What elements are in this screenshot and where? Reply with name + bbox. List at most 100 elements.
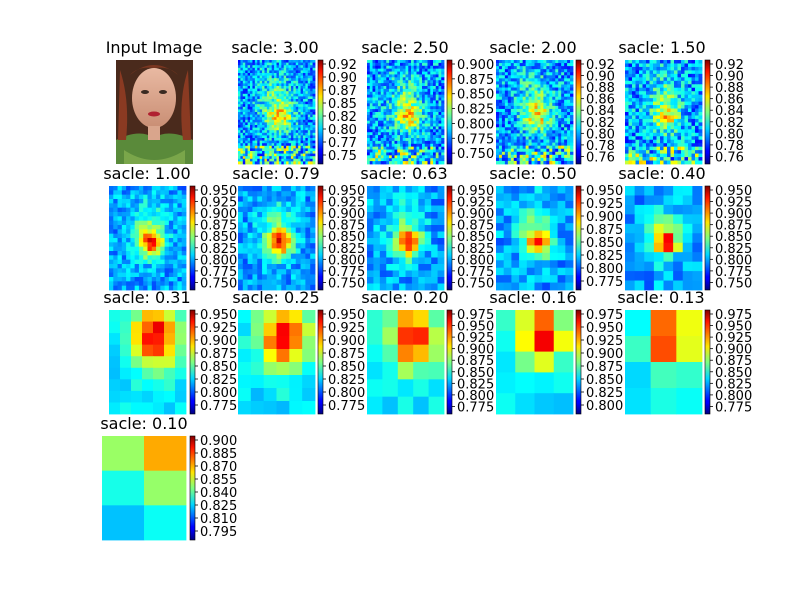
heatmap-cell bbox=[540, 124, 544, 128]
heatmap-cell bbox=[250, 119, 253, 123]
heatmap-cell bbox=[642, 112, 647, 116]
heatmap-cell bbox=[519, 215, 528, 224]
heatmap-cell bbox=[561, 72, 565, 76]
heatmap-cell bbox=[372, 143, 376, 148]
heatmap-cell bbox=[558, 157, 562, 162]
heatmap-cell bbox=[507, 90, 512, 95]
heatmap-cell bbox=[405, 80, 409, 84]
heatmap-cell bbox=[534, 200, 543, 209]
heatmap-cell bbox=[531, 87, 535, 91]
heatmap-cell bbox=[528, 60, 532, 64]
heatmap-cell bbox=[264, 127, 268, 131]
heatmap-cell bbox=[245, 112, 249, 115]
heatmap-cell bbox=[667, 108, 671, 113]
heatmap-cell bbox=[649, 132, 654, 137]
heatmap-cell bbox=[151, 255, 157, 261]
heatmap-cell bbox=[424, 161, 428, 165]
heatmap-cell bbox=[266, 243, 273, 249]
heatmap-cell bbox=[240, 145, 244, 149]
heatmap-cell bbox=[656, 153, 661, 158]
heatmap-cell bbox=[653, 115, 657, 120]
heatmap-cell bbox=[405, 257, 413, 265]
colorbar-tick-label: 0.800 bbox=[328, 253, 365, 268]
heatmap-cell bbox=[400, 60, 404, 64]
heatmap-cell bbox=[290, 96, 294, 100]
heatmap-cell bbox=[288, 151, 292, 154]
heatmap-cell bbox=[411, 140, 415, 145]
colorbar-tick-label: 0.750 bbox=[200, 276, 237, 291]
heatmap-cell bbox=[372, 62, 376, 67]
heatmap-cell bbox=[537, 118, 541, 122]
heatmap-cell bbox=[300, 88, 304, 92]
heatmap-cell bbox=[121, 199, 127, 204]
heatmap-cell bbox=[286, 101, 289, 105]
heatmap-cell bbox=[564, 63, 568, 67]
heatmap-cell bbox=[373, 192, 381, 200]
heatmap-cell bbox=[386, 132, 390, 136]
heatmap-cell bbox=[646, 139, 650, 144]
heatmap-cell bbox=[298, 153, 301, 157]
heatmap-cell bbox=[281, 161, 285, 165]
heatmap-cell bbox=[274, 114, 277, 118]
heatmap-cell bbox=[507, 145, 512, 150]
heatmap-cell bbox=[691, 157, 696, 161]
heatmap-cell bbox=[259, 145, 263, 149]
heatmap-cell bbox=[305, 258, 311, 265]
heatmap-cell bbox=[300, 138, 304, 141]
heatmap-cell bbox=[305, 151, 309, 154]
heatmap-cell bbox=[252, 114, 256, 118]
heatmap-cell bbox=[422, 135, 426, 139]
heatmap-cell bbox=[310, 151, 313, 154]
heatmap-cell bbox=[628, 108, 633, 113]
heatmap-cell bbox=[649, 129, 654, 134]
heatmap-cell bbox=[435, 74, 439, 78]
heatmap-cell bbox=[242, 138, 246, 141]
heatmap-cell bbox=[513, 148, 518, 153]
heatmap-cell bbox=[437, 212, 445, 219]
heatmap-cell bbox=[570, 60, 574, 64]
heatmap-cell bbox=[430, 71, 434, 75]
heatmap-cell bbox=[259, 88, 263, 92]
heatmap-cell bbox=[543, 108, 547, 113]
heatmap-cell bbox=[262, 248, 268, 254]
heatmap-cell bbox=[134, 225, 140, 230]
heatmap-cell bbox=[422, 126, 426, 130]
heatmap-cell bbox=[300, 70, 304, 74]
heatmap-cell bbox=[405, 205, 413, 213]
heatmap-cell bbox=[691, 125, 696, 130]
heatmap-cell bbox=[681, 150, 685, 154]
heatmap-cell bbox=[391, 152, 395, 156]
heatmap-cell bbox=[383, 112, 387, 116]
heatmap-cell bbox=[305, 117, 309, 121]
heatmap-cell bbox=[540, 81, 544, 85]
heatmap-cell bbox=[378, 155, 382, 159]
heatmap-cell bbox=[649, 63, 654, 68]
heatmap-cell bbox=[369, 109, 373, 113]
heatmap-cell bbox=[160, 251, 166, 256]
heatmap-cell bbox=[278, 130, 282, 134]
heatmap-cell bbox=[369, 138, 373, 142]
colorbar-tick-label: 0.850 bbox=[457, 230, 494, 245]
heatmap-cell bbox=[546, 90, 550, 95]
heatmap-cell bbox=[558, 87, 562, 91]
heatmap-cell bbox=[531, 130, 535, 134]
heatmap-cell bbox=[126, 199, 131, 204]
heatmap-cell bbox=[632, 157, 636, 161]
heatmap-cell bbox=[543, 60, 547, 64]
heatmap-cell bbox=[496, 75, 500, 79]
heatmap-cell bbox=[526, 186, 535, 194]
heatmap-cell bbox=[147, 212, 153, 217]
heatmap-cell bbox=[525, 84, 529, 88]
heatmap-cell bbox=[290, 232, 297, 239]
heatmap-cell bbox=[408, 161, 412, 165]
heatmap-cell bbox=[400, 91, 404, 96]
heatmap-cell bbox=[181, 285, 187, 291]
heatmap-cell bbox=[271, 143, 275, 147]
heatmap-cell bbox=[262, 269, 268, 275]
heatmap-cell bbox=[121, 285, 127, 291]
heatmap-cell bbox=[424, 60, 428, 64]
heatmap-cell bbox=[257, 201, 263, 208]
heatmap-cell bbox=[160, 194, 166, 200]
heatmap-cell bbox=[271, 156, 275, 160]
heatmap-cell bbox=[528, 108, 532, 113]
